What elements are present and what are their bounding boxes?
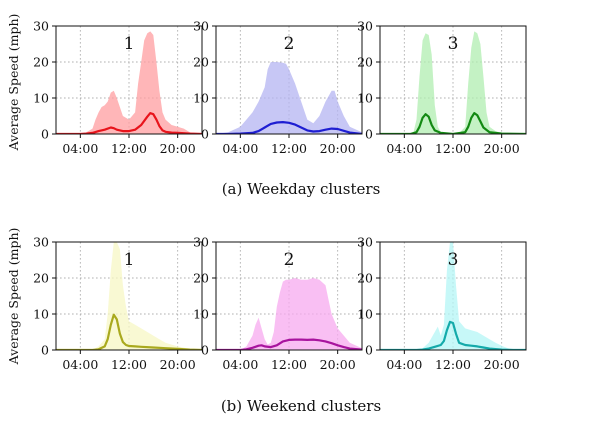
- y-tick-label: 10: [33, 91, 49, 106]
- y-tick-label: 10: [193, 91, 209, 106]
- y-tick-label: 30: [193, 19, 209, 34]
- x-tick-label: 04:00: [386, 357, 422, 372]
- panel-weekend-2: 04:00 12:00 20:00 0 10 20 30 2: [193, 235, 363, 372]
- mean-line: [216, 338, 362, 350]
- y-tick-label: 0: [201, 343, 209, 358]
- cluster-label: 1: [124, 34, 135, 54]
- x-tick-label: 12:00: [271, 141, 307, 156]
- y-tick-label: 20: [193, 271, 209, 286]
- y-tick-label: 10: [357, 91, 373, 106]
- y-tick-label: 10: [357, 307, 373, 322]
- y-tick-label: 10: [33, 307, 49, 322]
- cluster-label: 2: [284, 34, 295, 54]
- y-axis-label-weekday: Average Speed (mph): [6, 14, 21, 152]
- mean-line: [56, 112, 202, 134]
- y-tick-label: 0: [365, 127, 373, 142]
- mean-line: [56, 313, 202, 350]
- y-tick-label: 30: [357, 19, 373, 34]
- y-tick-label: 0: [365, 343, 373, 358]
- y-tick-label: 20: [357, 55, 373, 70]
- x-tick-label: 04:00: [386, 141, 422, 156]
- x-tick-label: 20:00: [320, 357, 356, 372]
- y-tick-label: 0: [201, 127, 209, 142]
- y-axis-label-weekend: Average Speed (mph): [6, 228, 21, 366]
- cluster-label: 1: [124, 250, 135, 270]
- panel-weekday-3: 04:00 12:00 20:00 0 10 20 30 3: [357, 19, 527, 156]
- x-tick-label: 12:00: [435, 141, 471, 156]
- y-tick-label: 20: [33, 55, 49, 70]
- x-tick-label: 20:00: [320, 141, 356, 156]
- y-tick-label: 0: [41, 127, 49, 142]
- x-tick-label: 20:00: [484, 357, 520, 372]
- y-tick-label: 30: [357, 235, 373, 250]
- x-tick-label: 20:00: [484, 141, 520, 156]
- range-band: [216, 62, 362, 134]
- y-tick-label: 30: [33, 235, 49, 250]
- cluster-label: 2: [284, 250, 295, 270]
- cluster-label: 3: [448, 250, 459, 270]
- x-tick-label: 12:00: [111, 357, 147, 372]
- x-tick-label: 04:00: [222, 357, 258, 372]
- caption-weekend: (b) Weekend clusters: [221, 397, 381, 415]
- x-tick-label: 04:00: [62, 141, 98, 156]
- mean-line: [380, 112, 526, 134]
- y-tick-label: 0: [41, 343, 49, 358]
- caption-weekday: (a) Weekday clusters: [222, 180, 381, 198]
- range-band: [380, 242, 526, 350]
- panel-weekday-2: 04:00 12:00 20:00 0 10 20 30 2: [193, 19, 363, 156]
- y-tick-label: 30: [33, 19, 49, 34]
- y-tick-label: 20: [357, 271, 373, 286]
- x-tick-label: 12:00: [111, 141, 147, 156]
- y-tick-label: 30: [193, 235, 209, 250]
- y-tick-label: 20: [193, 55, 209, 70]
- x-tick-label: 04:00: [222, 141, 258, 156]
- panel-weekend-1: 04:00 12:00 20:00 0 10 20 30 1: [33, 235, 203, 372]
- range-band: [56, 242, 202, 350]
- cluster-label: 3: [448, 34, 459, 54]
- y-tick-label: 10: [193, 307, 209, 322]
- panel-weekday-1: 04:00 12:00 20:00 0 10 20 30 1: [33, 19, 203, 156]
- x-tick-label: 20:00: [160, 141, 196, 156]
- x-tick-label: 12:00: [435, 357, 471, 372]
- range-band: [216, 278, 362, 350]
- x-tick-label: 20:00: [160, 357, 196, 372]
- x-tick-label: 04:00: [62, 357, 98, 372]
- y-tick-label: 20: [33, 271, 49, 286]
- mean-line: [216, 121, 362, 134]
- panel-weekend-3: 04:00 12:00 20:00 0 10 20 30 3: [357, 235, 527, 372]
- mean-line: [380, 320, 526, 350]
- x-tick-label: 12:00: [271, 357, 307, 372]
